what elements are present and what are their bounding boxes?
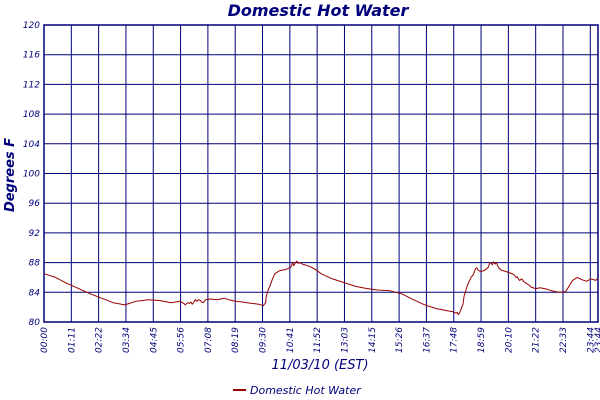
y-tick-label: 104 bbox=[23, 140, 40, 150]
series-line-0 bbox=[43, 260, 599, 316]
x-tick-label: 02:22 bbox=[95, 327, 105, 353]
y-tick-label: 108 bbox=[23, 110, 40, 120]
x-tick-label: 23:44 bbox=[594, 327, 600, 353]
x-tick-label: 01:11 bbox=[67, 327, 77, 353]
x-tick-label: 10:41 bbox=[286, 327, 296, 353]
grid-lines bbox=[43, 24, 599, 323]
y-tick-label: 120 bbox=[23, 21, 40, 31]
y-tick-label: 84 bbox=[29, 288, 41, 298]
x-tick-label: 09:30 bbox=[259, 327, 269, 353]
series-layer bbox=[43, 260, 599, 316]
x-tick-label: 03:34 bbox=[122, 327, 132, 353]
legend: Domestic Hot Water bbox=[233, 384, 362, 397]
x-tick-label: 00:00 bbox=[40, 327, 50, 353]
x-tick-label: 21:22 bbox=[532, 327, 542, 353]
x-tick-label: 07:08 bbox=[204, 327, 214, 353]
x-tick-label: 13:03 bbox=[340, 327, 350, 353]
x-tick-label: 17:48 bbox=[450, 327, 460, 353]
y-tick-label: 96 bbox=[29, 199, 41, 209]
y-tick-label: 88 bbox=[29, 259, 41, 269]
chart-title: Domestic Hot Water bbox=[228, 1, 410, 20]
y-tick-label: 112 bbox=[23, 80, 40, 90]
legend-label: Domestic Hot Water bbox=[250, 384, 362, 397]
y-tick-label: 92 bbox=[29, 229, 41, 239]
x-tick-label: 22:33 bbox=[559, 327, 569, 353]
x-tick-label: 05:56 bbox=[177, 327, 187, 353]
plot-area-border bbox=[43, 24, 599, 323]
x-tick-label: 18:59 bbox=[477, 327, 487, 353]
y-tick-labels: 80 84 88 92 96 100 104 108 112 116 120 bbox=[23, 21, 40, 328]
y-tick-label: 100 bbox=[23, 170, 40, 180]
x-tick-label: 14:15 bbox=[368, 327, 378, 353]
x-axis-label: 11/03/10 (EST) bbox=[271, 358, 368, 373]
x-tick-label: 15:26 bbox=[395, 327, 405, 353]
x-tick-label: 23:44 bbox=[586, 327, 596, 353]
y-axis-label: Degrees F bbox=[3, 138, 18, 212]
x-tick-label: 16:37 bbox=[422, 327, 432, 353]
x-tick-label: 08:19 bbox=[231, 327, 241, 353]
x-tick-label: 11:52 bbox=[313, 327, 323, 353]
y-tick-label: 80 bbox=[29, 318, 41, 328]
x-tick-labels: 00:00 01:11 02:22 03:34 04:45 05:56 07:08 08:19… bbox=[40, 327, 600, 353]
y-tick-label: 116 bbox=[23, 51, 40, 61]
x-tick-label: 04:45 bbox=[149, 327, 159, 353]
x-tick-label: 20:10 bbox=[504, 327, 514, 353]
